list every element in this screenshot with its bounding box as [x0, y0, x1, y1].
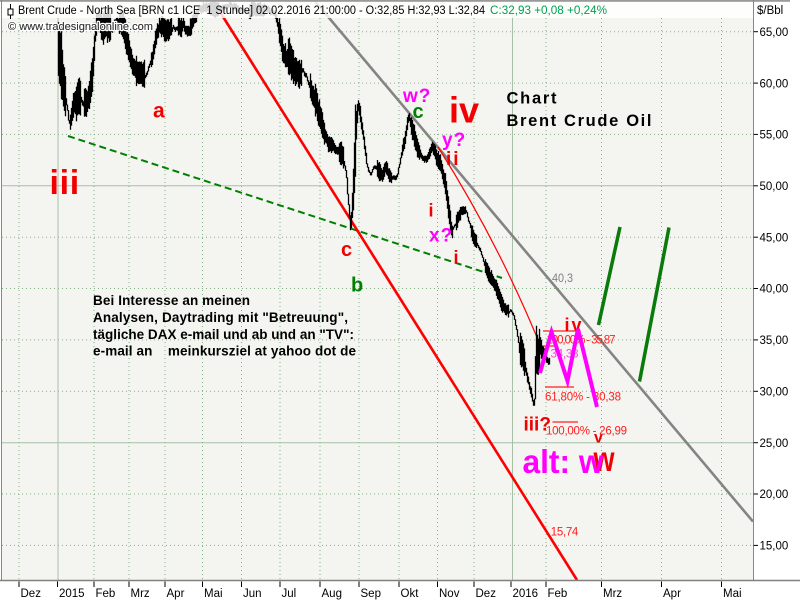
svg-text:Dez: Dez: [476, 588, 497, 600]
svg-text:Dez: Dez: [21, 588, 42, 600]
svg-text:c: c: [341, 239, 352, 261]
svg-text:Analysen, Daytrading mit "Betr: Analysen, Daytrading mit "Betreuung",: [93, 310, 348, 325]
svg-text:15,74: 15,74: [551, 527, 579, 539]
svg-text:© www.tradesignalonline.com: © www.tradesignalonline.com: [8, 21, 153, 33]
svg-text:c: c: [413, 101, 424, 123]
svg-text:30,00: 30,00: [760, 387, 789, 399]
svg-text:Brent Crude Oil: Brent Crude Oil: [507, 112, 652, 130]
svg-text:$/Bbl: $/Bbl: [757, 5, 783, 17]
svg-text:e-mail an meinkursziel at y: e-mail an meinkursziel at yahoo dot de: [93, 344, 356, 359]
svg-text:Mai: Mai: [723, 588, 742, 600]
svg-text:40,3: 40,3: [552, 273, 573, 285]
svg-text:Aug: Aug: [322, 588, 342, 600]
svg-text:© www.tradesignalonline.com: © www.tradesignalonline.com: [8, 21, 153, 33]
svg-text:25,00: 25,00: [760, 438, 789, 450]
svg-text:45,00: 45,00: [760, 232, 789, 244]
svg-text:w: w: [593, 440, 615, 479]
svg-text:Jul: Jul: [282, 588, 297, 600]
svg-text:x?: x?: [429, 226, 453, 247]
svg-text:Apr: Apr: [663, 588, 681, 600]
svg-text:Mrz: Mrz: [603, 588, 622, 600]
svg-text:Sep: Sep: [361, 588, 381, 600]
svg-text:15,00: 15,00: [760, 541, 789, 553]
svg-text:2015: 2015: [59, 588, 85, 600]
svg-text:Nov: Nov: [439, 588, 460, 600]
svg-text:w?: w?: [402, 86, 431, 107]
svg-text:alt: w: alt: w: [523, 443, 604, 480]
svg-text:Brent Crude - North Sea [BRN c: Brent Crude - North Sea [BRN c1 ICE 1 St…: [18, 5, 486, 17]
svg-text:Mrz: Mrz: [131, 588, 150, 600]
svg-text:100,00% - 26,99: 100,00% - 26,99: [546, 426, 627, 438]
svg-text:iii: iii: [50, 164, 80, 202]
svg-text:Mai: Mai: [204, 588, 223, 600]
svg-text:Feb: Feb: [96, 588, 116, 600]
svg-text:ii: ii: [446, 149, 461, 170]
svg-text:y?: y?: [442, 130, 466, 151]
svg-text:i: i: [454, 248, 459, 268]
svg-text:50,00: 50,00: [760, 181, 789, 193]
svg-text:55,00: 55,00: [760, 130, 789, 142]
svg-text:35,00: 35,00: [760, 335, 789, 347]
svg-text:61,80% - 30,38: 61,80% - 30,38: [545, 392, 621, 404]
svg-text:C:32,93 +0,08 +0,24%: C:32,93 +0,08 +0,24%: [490, 5, 607, 17]
svg-text:iv: iv: [449, 90, 479, 131]
svg-text:65,00: 65,00: [760, 27, 789, 39]
svg-text:b: b: [351, 274, 363, 296]
svg-text:40,00: 40,00: [760, 284, 789, 296]
svg-text:Apr: Apr: [167, 588, 185, 600]
svg-text:a: a: [153, 100, 165, 123]
svg-text:60,00: 60,00: [760, 78, 789, 90]
svg-text:tägliche DAX e-mail und ab und: tägliche DAX e-mail und ab und an "TV":: [93, 327, 354, 342]
svg-text:v: v: [594, 430, 603, 447]
svg-text:iii?: iii?: [524, 415, 551, 436]
svg-text:Feb: Feb: [548, 588, 568, 600]
svg-text:20,00: 20,00: [760, 489, 789, 501]
svg-text:Jun: Jun: [243, 588, 262, 600]
svg-text:i: i: [429, 201, 434, 221]
svg-text:Okt: Okt: [401, 588, 420, 600]
svg-text:Bei Interesse an meinen: Bei Interesse an meinen: [93, 293, 250, 308]
svg-text:2016: 2016: [513, 588, 539, 600]
